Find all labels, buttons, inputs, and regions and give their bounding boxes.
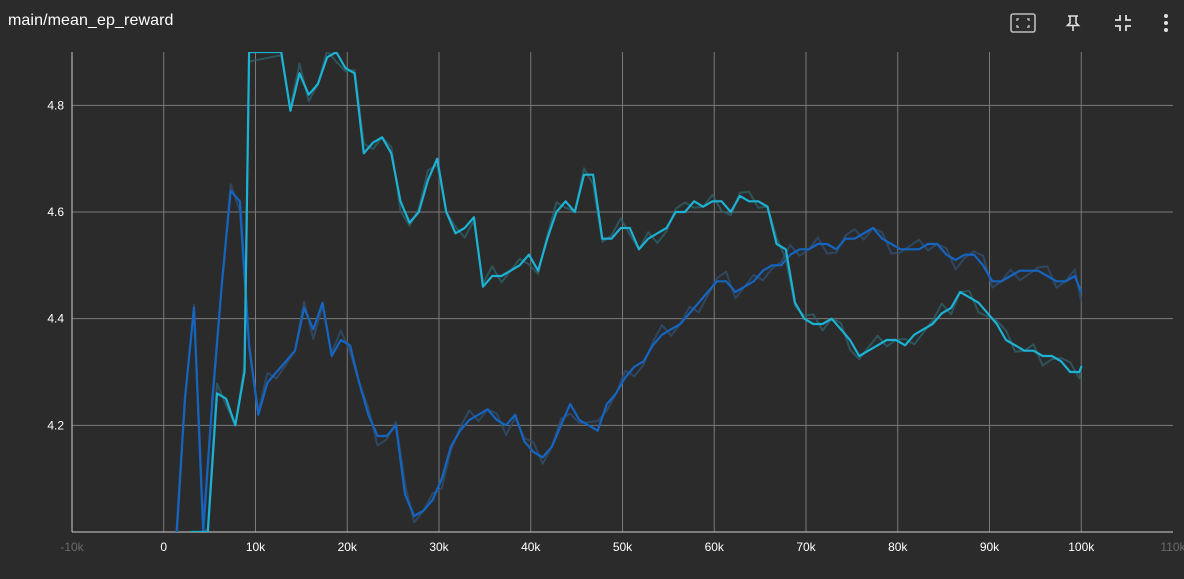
pin-button[interactable] [1056, 8, 1090, 38]
collapse-icon [1115, 15, 1131, 31]
x-tick-label: -10k [60, 540, 84, 554]
card-header: main/mean_ep_reward [0, 0, 1184, 46]
card-toolbar [990, 8, 1176, 38]
collapse-button[interactable] [1106, 8, 1140, 38]
x-tick-label: 0 [160, 540, 167, 554]
pin-icon [1065, 15, 1081, 31]
x-tick-label: 70k [796, 540, 816, 554]
tick-labels: -10k 0 10k 20k 30k 40k 50k 60k 70k 80k 90k 100k 110k… [47, 98, 1184, 554]
x-tick-label: 20k [338, 540, 358, 554]
chart-title: main/mean_ep_reward [8, 12, 174, 29]
x-tick-label: 100k [1068, 540, 1095, 554]
x-tick-label: 90k [980, 540, 1000, 554]
series-raw-line [201, 52, 1083, 532]
x-tick-label: 110k [1160, 540, 1184, 554]
y-tick-label: 4.4 [47, 312, 64, 326]
y-tick-label: 4.8 [47, 98, 64, 112]
x-tick-label: 40k [521, 540, 541, 554]
series-line[interactable] [190, 52, 1083, 532]
more-button[interactable] [1156, 8, 1176, 38]
y-tick-label: 4.2 [47, 418, 64, 432]
more-vert-icon [1164, 14, 1168, 32]
series-lines [175, 52, 1083, 532]
series-raw-line [176, 183, 1083, 532]
x-tick-label: 50k [613, 540, 633, 554]
grid-lines [72, 52, 1173, 532]
series-line[interactable] [175, 189, 1083, 532]
x-tick-label: 80k [888, 540, 908, 554]
x-tick-label: 10k [246, 540, 266, 554]
axes [71, 52, 1173, 533]
fit-domain-icon [1010, 13, 1036, 33]
x-tick-label: 60k [705, 540, 725, 554]
y-tick-label: 4.6 [47, 205, 64, 219]
x-tick-label: 30k [429, 540, 449, 554]
fit-domain-button[interactable] [1006, 8, 1040, 38]
